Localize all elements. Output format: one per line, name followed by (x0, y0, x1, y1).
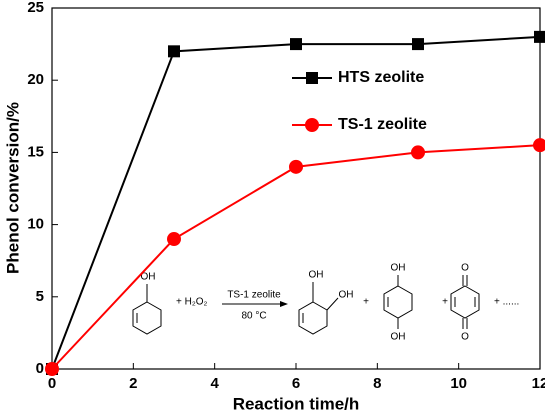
legend-label: TS-1 zeolite (338, 116, 427, 133)
scheme-text: OH (309, 270, 324, 281)
x-tick-label: 0 (48, 375, 56, 392)
x-axis-label: Reaction time/h (233, 394, 360, 413)
y-tick-label: 5 (36, 288, 44, 305)
y-axis-label: Phenol conversion/% (3, 102, 22, 274)
scheme-text: OH (141, 272, 156, 283)
scheme-text: + (363, 297, 369, 308)
scheme-text: OH (391, 332, 406, 343)
x-tick-label: 6 (292, 375, 300, 392)
y-tick-label: 0 (36, 360, 44, 377)
marker (412, 38, 424, 51)
marker (534, 30, 545, 43)
marker (289, 159, 303, 174)
legend-marker (306, 72, 318, 84)
marker (45, 362, 59, 376)
scheme-text: O (461, 332, 469, 343)
legend-marker (305, 118, 319, 132)
marker (290, 38, 302, 51)
scheme-text: O (461, 263, 469, 274)
x-tick-label: 8 (373, 375, 381, 392)
reaction-scheme: OH + H₂O₂ TS-1 zeolite 80 °C OH OH + OH … (132, 263, 519, 343)
scheme-text: + ...... (494, 297, 519, 308)
x-tick-label: 2 (129, 375, 137, 392)
legend-label: HTS zeolite (338, 69, 424, 86)
y-tick-label: 20 (27, 71, 44, 88)
scheme-text: OH (391, 263, 406, 274)
scheme-text: TS-1 zeolite (227, 290, 281, 301)
scheme-text: + (442, 297, 448, 308)
marker (411, 145, 425, 160)
ring (450, 285, 480, 319)
x-tick-label: 10 (450, 375, 467, 392)
scheme-text: OH (339, 290, 354, 301)
marker (533, 138, 545, 153)
y-tick-label: 15 (27, 143, 44, 160)
ring (132, 301, 162, 335)
scheme-text: 80 °C (241, 311, 266, 322)
x-tick-label: 12 (532, 375, 545, 392)
marker (168, 45, 180, 58)
scheme-text: + H₂O₂ (176, 297, 208, 308)
y-tick-label: 25 (27, 0, 44, 16)
bond (326, 297, 339, 311)
marker (167, 232, 181, 247)
plot-frame (51, 7, 541, 370)
arrow-head (280, 301, 288, 307)
x-tick-label: 4 (210, 375, 219, 392)
y-tick-label: 10 (27, 216, 44, 233)
